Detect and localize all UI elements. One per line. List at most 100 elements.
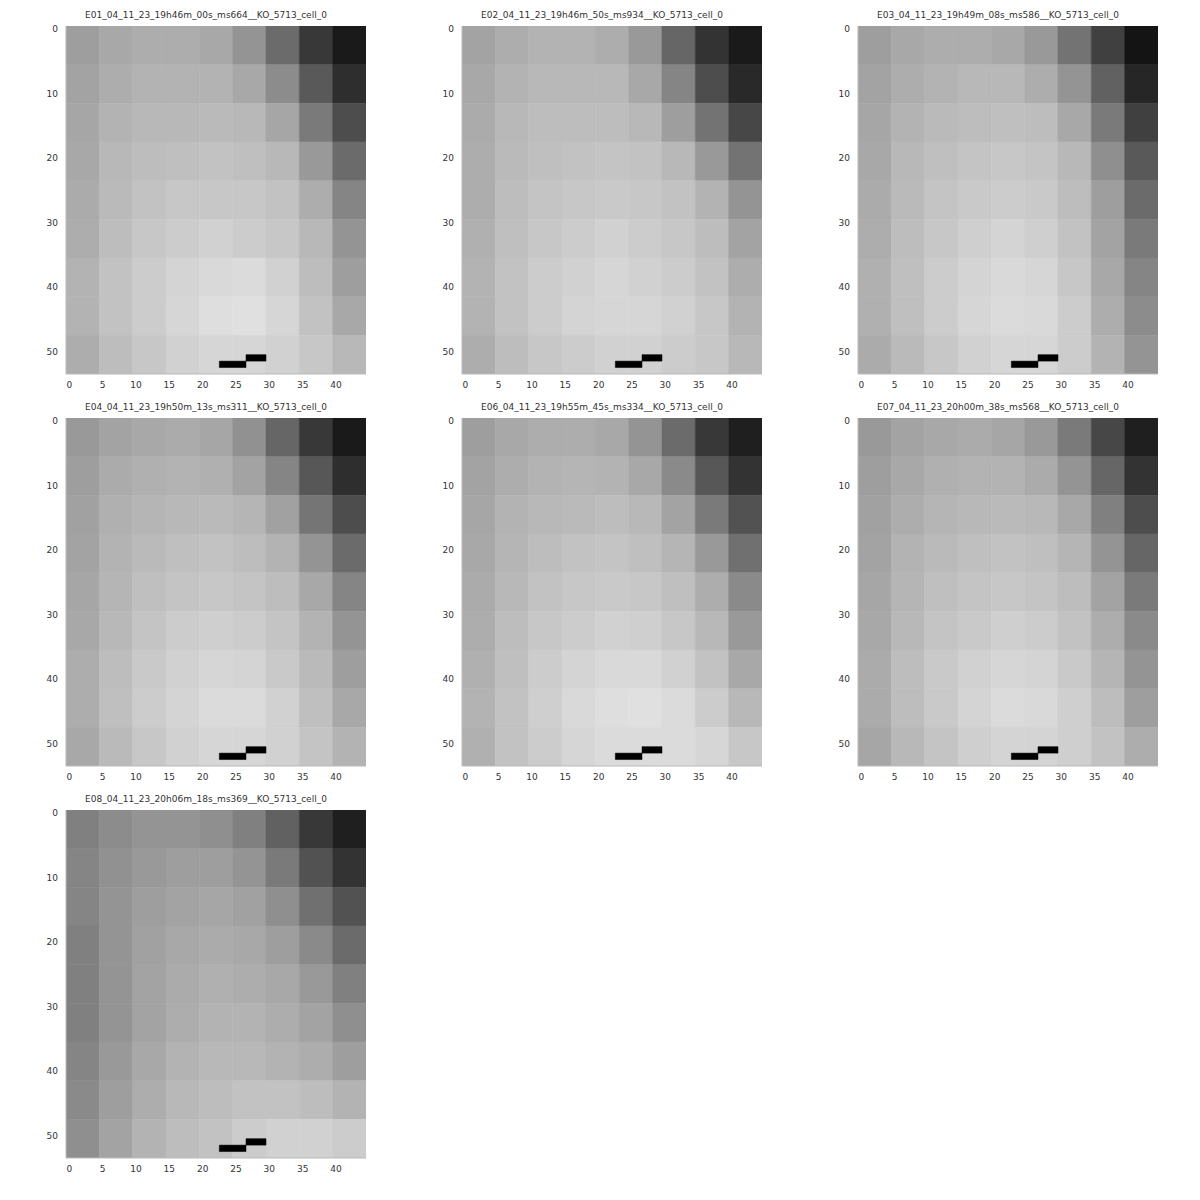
- svg-text:30: 30: [47, 610, 59, 620]
- svg-text:30: 30: [264, 1164, 276, 1174]
- svg-text:35: 35: [693, 380, 704, 390]
- svg-text:50: 50: [443, 347, 455, 357]
- svg-text:50: 50: [839, 347, 851, 357]
- svg-text:30: 30: [1056, 772, 1068, 782]
- svg-text:20: 20: [989, 380, 1001, 390]
- svg-text:20: 20: [47, 153, 59, 163]
- svg-text:0: 0: [858, 380, 864, 390]
- svg-text:0: 0: [462, 380, 468, 390]
- svg-text:40: 40: [443, 282, 455, 292]
- svg-text:50: 50: [47, 1131, 59, 1141]
- svg-text:0: 0: [52, 24, 58, 34]
- svg-text:40: 40: [47, 282, 59, 292]
- svg-text:30: 30: [839, 218, 851, 228]
- svg-text:20: 20: [47, 545, 59, 555]
- svg-text:20: 20: [197, 1164, 209, 1174]
- svg-text:5: 5: [100, 380, 106, 390]
- svg-text:30: 30: [443, 218, 455, 228]
- svg-text:5: 5: [892, 380, 898, 390]
- svg-text:25: 25: [1022, 772, 1033, 782]
- svg-text:25: 25: [626, 772, 637, 782]
- svg-text:35: 35: [1089, 380, 1100, 390]
- svg-text:0: 0: [858, 772, 864, 782]
- svg-text:10: 10: [47, 481, 59, 491]
- svg-text:40: 40: [330, 772, 342, 782]
- svg-text:20: 20: [839, 153, 851, 163]
- svg-text:25: 25: [626, 380, 637, 390]
- svg-text:40: 40: [1122, 380, 1134, 390]
- svg-text:40: 40: [726, 772, 738, 782]
- svg-text:10: 10: [443, 89, 455, 99]
- svg-text:50: 50: [443, 739, 455, 749]
- svg-text:35: 35: [297, 1164, 308, 1174]
- svg-text:0: 0: [844, 24, 850, 34]
- svg-text:5: 5: [100, 772, 106, 782]
- svg-text:10: 10: [839, 481, 851, 491]
- svg-text:10: 10: [130, 380, 142, 390]
- svg-text:10: 10: [526, 772, 538, 782]
- svg-text:20: 20: [443, 153, 455, 163]
- svg-text:0: 0: [448, 24, 454, 34]
- svg-text:10: 10: [130, 772, 142, 782]
- svg-text:20: 20: [839, 545, 851, 555]
- svg-text:20: 20: [989, 772, 1001, 782]
- svg-text:0: 0: [66, 1164, 72, 1174]
- svg-text:20: 20: [197, 380, 209, 390]
- svg-text:0: 0: [844, 416, 850, 426]
- svg-text:50: 50: [47, 347, 59, 357]
- svg-text:5: 5: [892, 772, 898, 782]
- svg-text:0: 0: [66, 380, 72, 390]
- svg-text:30: 30: [660, 772, 672, 782]
- svg-text:15: 15: [164, 772, 175, 782]
- svg-text:15: 15: [164, 380, 175, 390]
- svg-text:0: 0: [462, 772, 468, 782]
- svg-text:5: 5: [496, 380, 502, 390]
- svg-text:35: 35: [297, 380, 308, 390]
- svg-text:30: 30: [47, 1002, 59, 1012]
- svg-text:10: 10: [526, 380, 538, 390]
- svg-text:35: 35: [1089, 772, 1100, 782]
- svg-text:0: 0: [448, 416, 454, 426]
- svg-text:20: 20: [443, 545, 455, 555]
- svg-text:30: 30: [660, 380, 672, 390]
- svg-text:40: 40: [47, 674, 59, 684]
- svg-text:25: 25: [230, 1164, 241, 1174]
- svg-text:50: 50: [47, 739, 59, 749]
- svg-text:30: 30: [264, 772, 276, 782]
- svg-text:50: 50: [839, 739, 851, 749]
- svg-text:30: 30: [443, 610, 455, 620]
- svg-text:40: 40: [839, 674, 851, 684]
- svg-text:15: 15: [164, 1164, 175, 1174]
- svg-text:25: 25: [230, 380, 241, 390]
- svg-text:10: 10: [922, 772, 934, 782]
- svg-text:40: 40: [330, 1164, 342, 1174]
- svg-text:15: 15: [560, 772, 571, 782]
- svg-text:20: 20: [47, 937, 59, 947]
- svg-text:40: 40: [330, 380, 342, 390]
- svg-text:10: 10: [443, 481, 455, 491]
- svg-text:10: 10: [922, 380, 934, 390]
- svg-text:10: 10: [839, 89, 851, 99]
- svg-text:40: 40: [839, 282, 851, 292]
- svg-text:30: 30: [1056, 380, 1068, 390]
- svg-text:40: 40: [1122, 772, 1134, 782]
- svg-text:15: 15: [560, 380, 571, 390]
- svg-text:20: 20: [197, 772, 209, 782]
- svg-text:25: 25: [230, 772, 241, 782]
- svg-text:40: 40: [47, 1066, 59, 1076]
- svg-text:30: 30: [839, 610, 851, 620]
- svg-text:20: 20: [593, 772, 605, 782]
- svg-text:10: 10: [47, 89, 59, 99]
- svg-text:35: 35: [693, 772, 704, 782]
- svg-text:5: 5: [496, 772, 502, 782]
- svg-text:25: 25: [1022, 380, 1033, 390]
- svg-text:20: 20: [593, 380, 605, 390]
- svg-text:30: 30: [264, 380, 276, 390]
- svg-text:15: 15: [956, 380, 967, 390]
- svg-text:0: 0: [52, 808, 58, 818]
- svg-text:10: 10: [130, 1164, 142, 1174]
- svg-text:35: 35: [297, 772, 308, 782]
- svg-text:15: 15: [956, 772, 967, 782]
- svg-text:0: 0: [66, 772, 72, 782]
- svg-text:40: 40: [443, 674, 455, 684]
